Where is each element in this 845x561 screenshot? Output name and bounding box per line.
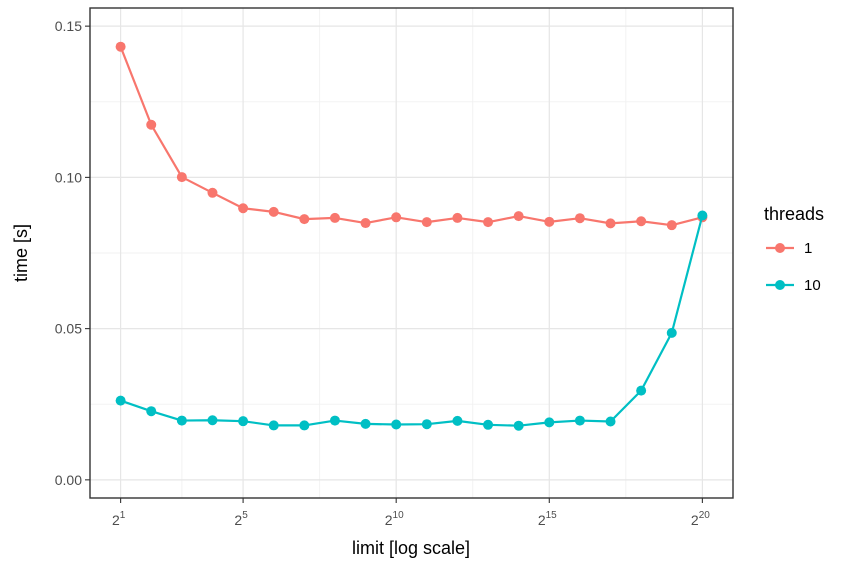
data-point-1 <box>544 216 555 227</box>
data-point-10 <box>605 416 616 427</box>
legend-key-point-1 <box>775 243 785 253</box>
data-point-10 <box>636 385 647 396</box>
legend: threads 1 10 <box>764 204 824 294</box>
data-point-1 <box>299 214 310 225</box>
y-tick-label: 0.05 <box>55 321 82 337</box>
data-point-1 <box>329 212 340 223</box>
data-point-1 <box>176 172 187 183</box>
data-point-10 <box>452 415 463 426</box>
data-point-1 <box>360 218 371 229</box>
y-tick-label: 0.00 <box>55 472 82 488</box>
legend-key-point-10 <box>775 280 785 290</box>
data-point-1 <box>513 211 524 222</box>
plot-panel-border <box>89 7 734 499</box>
data-point-1 <box>421 217 432 228</box>
x-axis-title: limit [log scale] <box>352 538 470 558</box>
series-line-1 <box>119 46 703 227</box>
data-point-10 <box>666 327 677 338</box>
data-point-1 <box>268 206 279 217</box>
data-point-10 <box>329 415 340 426</box>
y-tick-label: 0.10 <box>55 169 82 185</box>
data-point-10 <box>513 420 524 431</box>
legend-title: threads <box>764 204 824 224</box>
data-point-10 <box>574 415 585 426</box>
y-axis: 0.00 0.05 0.10 0.15 <box>55 18 90 488</box>
data-point-1 <box>115 41 126 52</box>
data-point-1 <box>391 212 402 223</box>
data-point-1 <box>666 220 677 231</box>
x-tick-label: 220 <box>691 510 710 528</box>
data-point-10 <box>207 415 218 426</box>
data-point-1 <box>636 216 647 227</box>
data-point-1 <box>452 212 463 223</box>
x-tick-label: 210 <box>385 510 404 528</box>
x-tick-label: 25 <box>234 510 248 528</box>
data-point-1 <box>605 218 616 229</box>
major-gridlines <box>90 8 733 498</box>
data-point-1 <box>483 217 494 228</box>
data-point-1 <box>207 187 218 198</box>
data-point-1 <box>146 119 157 130</box>
data-point-1 <box>574 213 585 224</box>
y-tick-label: 0.15 <box>55 18 82 34</box>
x-tick-label: 21 <box>112 510 126 528</box>
x-tick-label: 215 <box>538 510 557 528</box>
data-point-10 <box>115 395 126 406</box>
legend-label-10: 10 <box>804 277 821 294</box>
series-layer <box>115 41 708 431</box>
data-point-10 <box>483 419 494 430</box>
series-line-10 <box>120 215 704 427</box>
data-point-10 <box>176 415 187 426</box>
x-axis: 21 25 210 215 220 <box>112 498 710 528</box>
data-point-10 <box>146 406 157 417</box>
data-point-10 <box>360 418 371 429</box>
minor-gridlines <box>90 8 733 498</box>
data-point-10 <box>391 419 402 430</box>
data-point-1 <box>238 203 249 214</box>
data-point-10 <box>238 416 249 427</box>
data-point-10 <box>544 417 555 428</box>
y-axis-title: time [s] <box>11 224 31 282</box>
data-point-10 <box>697 210 708 221</box>
legend-label-1: 1 <box>804 240 812 257</box>
data-point-10 <box>268 420 279 431</box>
data-point-10 <box>421 419 432 430</box>
data-point-10 <box>299 420 310 431</box>
